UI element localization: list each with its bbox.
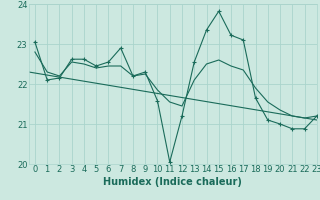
X-axis label: Humidex (Indice chaleur): Humidex (Indice chaleur) <box>103 177 242 187</box>
